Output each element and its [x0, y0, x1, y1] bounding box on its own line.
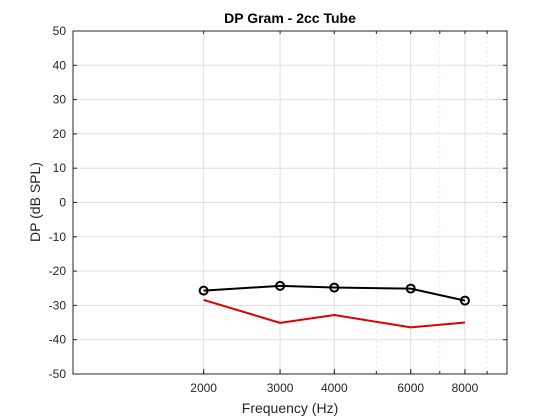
series-1-point [329, 282, 340, 293]
y-tick-label: -30 [49, 298, 67, 312]
series-2-line [203, 298, 466, 329]
y-tick-label: -40 [49, 333, 67, 347]
y-tick-label: -10 [49, 230, 67, 244]
grid [73, 31, 507, 374]
y-axis-label: DP (dB SPL) [27, 162, 43, 242]
series-1-line [203, 284, 466, 302]
ticks: -50 -40 -30 -20 -10 0 10 20 30 40 50 2000 3000 4000 60… [49, 24, 507, 395]
y-tick-label: 0 [59, 196, 66, 210]
y-tick-label: 40 [53, 58, 67, 72]
x-axis-label: Frequency (Hz) [242, 400, 338, 416]
x-tick-label: 8000 [452, 381, 479, 395]
series-1-point [405, 283, 416, 294]
x-tick-label: 3000 [267, 381, 294, 395]
y-tick-label: -20 [49, 264, 67, 278]
y-tick-label: 30 [53, 93, 67, 107]
y-tick-label: -50 [49, 367, 67, 381]
x-tick-label: 6000 [397, 381, 424, 395]
y-tick-label: 50 [53, 24, 67, 38]
series-1-point [198, 285, 209, 296]
series-1-point [275, 280, 286, 291]
y-tick-label: 10 [53, 161, 67, 175]
series [198, 280, 470, 329]
x-tick-label: 4000 [321, 381, 348, 395]
chart-title: DP Gram - 2cc Tube [224, 10, 356, 26]
series-1-point [459, 295, 470, 306]
x-tick-label: 2000 [190, 381, 217, 395]
y-tick-label: 20 [53, 127, 67, 141]
